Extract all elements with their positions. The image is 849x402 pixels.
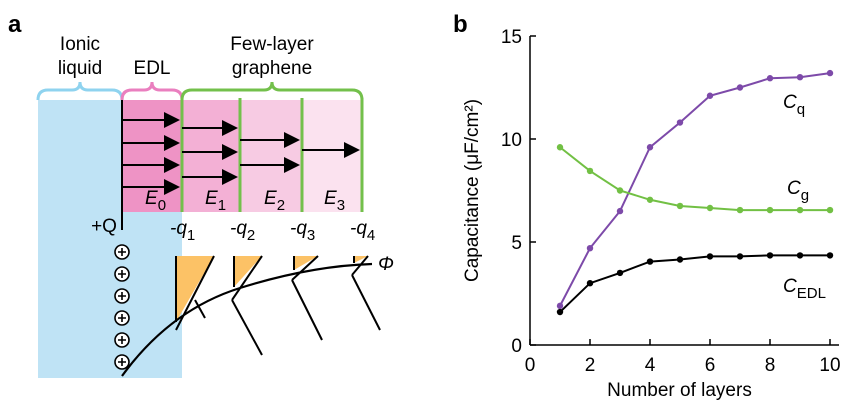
y-axis-label: Capacitance (μF/cm²) xyxy=(462,99,483,282)
x-axis-label: Number of layers xyxy=(607,380,752,401)
point xyxy=(736,206,744,214)
point xyxy=(826,206,834,214)
point xyxy=(556,302,564,310)
point xyxy=(676,256,684,263)
charge-label: -q2 xyxy=(230,218,255,244)
graphene-label: Few-layer xyxy=(230,34,314,55)
point xyxy=(586,244,594,252)
point xyxy=(676,119,684,126)
point xyxy=(796,252,804,259)
point xyxy=(766,75,774,82)
panel-b: b 0 5 10 15 0 2 4 6 8 10 Number of layers Capacitanc… xyxy=(453,11,841,401)
point xyxy=(766,206,774,214)
point xyxy=(616,207,624,215)
graphene-label: graphene xyxy=(232,58,312,79)
point xyxy=(706,204,714,212)
x-tick-label: 2 xyxy=(585,355,596,376)
potential-label: Φ xyxy=(378,254,394,275)
point xyxy=(646,144,654,151)
point xyxy=(616,269,624,277)
y-tick-label: 15 xyxy=(501,27,522,48)
point xyxy=(646,258,654,265)
y-tick-label: 5 xyxy=(511,233,522,254)
panel-label: b xyxy=(453,11,468,38)
point xyxy=(706,253,714,260)
point xyxy=(736,84,744,91)
legend-label: Cq xyxy=(783,92,805,118)
point xyxy=(586,167,594,175)
brace xyxy=(120,81,184,101)
y-tick-label: 10 xyxy=(501,130,522,151)
x-tick-label: 0 xyxy=(525,355,536,376)
field-label: E0 xyxy=(145,188,166,214)
point xyxy=(826,69,834,77)
band-lines xyxy=(121,255,381,377)
field-arrows xyxy=(122,112,360,195)
point xyxy=(646,196,654,203)
point xyxy=(766,252,774,259)
field-label: E2 xyxy=(264,188,285,214)
panel-label: a xyxy=(8,11,22,38)
point xyxy=(616,187,624,194)
y-tick-label: 0 xyxy=(511,336,522,357)
charge-label: +Q xyxy=(91,216,117,237)
ions xyxy=(114,244,130,370)
series-line xyxy=(559,146,830,212)
ionic-label: Ionic xyxy=(60,34,100,55)
point xyxy=(556,144,564,151)
edl-label: EDL xyxy=(134,58,171,79)
field-label: E3 xyxy=(324,188,345,214)
layers xyxy=(180,98,364,212)
ionic-label: liquid xyxy=(58,58,102,79)
point xyxy=(556,308,564,316)
point xyxy=(676,202,684,210)
x-tick-label: 10 xyxy=(819,355,840,376)
point xyxy=(586,280,594,287)
point xyxy=(736,253,744,260)
brace xyxy=(36,81,124,101)
point xyxy=(826,252,834,259)
charge-label: -q1 xyxy=(170,218,195,244)
charge-label: -q4 xyxy=(350,218,375,244)
field-label: E1 xyxy=(205,188,226,214)
series-line xyxy=(559,72,831,307)
legend-label: Cg xyxy=(787,178,809,204)
point xyxy=(796,74,804,81)
point xyxy=(796,206,804,214)
brace xyxy=(180,81,364,101)
panel-a: a Ionic liquid EDL Few-layer graphene E0… xyxy=(8,11,394,378)
series-line xyxy=(559,254,830,313)
legend-label: CEDL xyxy=(783,276,826,302)
x-tick-label: 6 xyxy=(705,355,716,376)
x-tick-label: 8 xyxy=(765,355,776,376)
charge-label: -q3 xyxy=(290,218,315,244)
layer-region xyxy=(240,100,302,212)
x-tick-label: 4 xyxy=(645,355,656,376)
point xyxy=(706,92,714,99)
